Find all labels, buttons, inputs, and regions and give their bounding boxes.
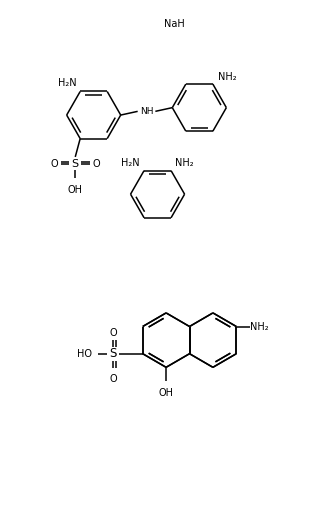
Text: S: S [109,347,117,360]
Text: O: O [92,159,100,169]
Text: NH₂: NH₂ [250,321,269,331]
Text: O: O [109,328,117,338]
Text: NaH: NaH [164,19,185,28]
Text: HO: HO [77,349,92,359]
Text: O: O [109,374,117,384]
Text: NH₂: NH₂ [175,158,194,168]
Text: O: O [51,159,58,169]
Text: OH: OH [159,388,173,398]
Text: OH: OH [68,185,83,195]
Text: H₂N: H₂N [57,77,76,88]
Text: NH₂: NH₂ [218,72,236,82]
Text: NH: NH [140,107,153,116]
Text: S: S [72,159,79,169]
Text: H₂N: H₂N [121,158,140,168]
